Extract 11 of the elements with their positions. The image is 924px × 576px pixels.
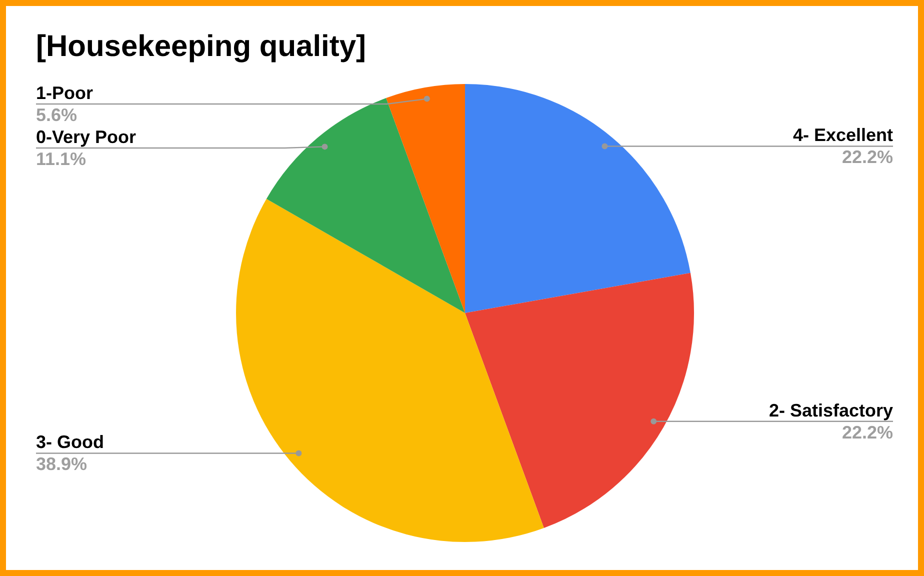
data-label: 38.9% xyxy=(36,454,88,474)
slice-label: 0-Very Poor xyxy=(36,127,136,147)
data-label: 5.6% xyxy=(36,105,78,125)
data-label: 22.2% xyxy=(842,147,893,168)
data-label: 11.1% xyxy=(36,149,86,169)
slice-label: 4- Excellent xyxy=(792,125,894,146)
data-label: 22.2% xyxy=(842,422,893,442)
slice-label: 2- Satisfactory xyxy=(768,400,893,420)
slice-label: 3- Good xyxy=(36,432,104,452)
chart-title: [Housekeeping quality] xyxy=(36,30,366,64)
slice-label: 1-Poor xyxy=(36,83,94,103)
